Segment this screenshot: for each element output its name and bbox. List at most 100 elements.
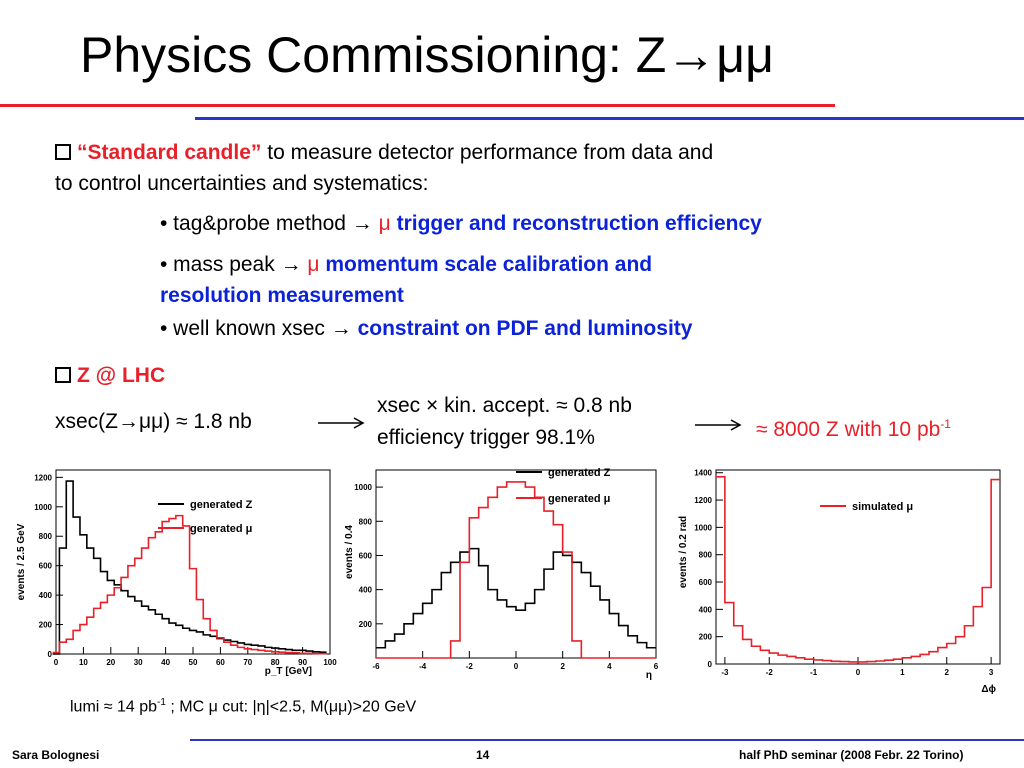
x-tick-label: -1 (810, 668, 818, 677)
legend-label: simulated μ (852, 501, 913, 513)
standard-candle-text-line2: to control uncertainties and systematics… (55, 172, 429, 195)
x-tick-label: 3 (989, 668, 994, 677)
x-tick-label: 6 (654, 662, 659, 671)
footer-author: Sara Bolognesi (12, 748, 100, 762)
x-tick-label: 80 (271, 658, 280, 667)
mc-cut-text: ; MC μ cut: |η|<2.5, M(μμ)>20 GeV (165, 698, 417, 716)
y-tick-label: 200 (39, 621, 53, 630)
x-axis-label: Δϕ (981, 684, 996, 695)
y-tick-label: 800 (359, 517, 373, 526)
y-axis-label: events / 0.4 (344, 525, 355, 579)
y-tick-label: 1000 (34, 503, 52, 512)
x-tick-label: 10 (79, 658, 88, 667)
x-tick-label: 60 (216, 658, 225, 667)
y-tick-label: 0 (48, 650, 53, 659)
lumi-sup: -1 (157, 697, 166, 708)
y-tick-label: 400 (359, 586, 373, 595)
lumi-note: lumi ≈ 14 pb-1 ; MC μ cut: |η|<2.5, M(μμ… (70, 697, 416, 716)
y-tick-label: 200 (359, 620, 373, 629)
sub-bullet-xsec: • well known xsec → constraint on PDF an… (160, 317, 692, 341)
footer-page-number: 14 (476, 748, 490, 762)
legend-label: generated μ (548, 493, 610, 505)
chart-dphi: 0 200 400 600 800 1000 1200 1400 -3 -2 -1 0 1 2 3 event… (678, 469, 1001, 695)
footer-rule (190, 739, 1024, 741)
tag-probe-highlight: trigger and reconstruction efficiency (396, 212, 762, 235)
checkbox-bullet-icon (55, 144, 71, 160)
mass-peak-mu: μ (307, 253, 320, 276)
x-tick-label: 30 (134, 658, 143, 667)
legend-label: generated Z (190, 499, 253, 511)
xsec-prefix: • well known xsec → (160, 317, 358, 340)
series-0-histogram (716, 476, 1000, 663)
acceptance-line2: efficiency trigger 98.1% (377, 426, 595, 449)
x-tick-label: 100 (323, 658, 337, 667)
y-tick-label: 600 (699, 578, 713, 587)
legend-label: generated μ (190, 523, 252, 535)
x-tick-label: -6 (372, 662, 380, 671)
plot-frame (715, 469, 1001, 665)
arrow-1-icon (318, 417, 365, 429)
tag-probe-prefix: • tag&probe method → (160, 212, 379, 235)
bullet-standard-candle: “Standard candle” to measure detector pe… (55, 141, 713, 165)
x-tick-label: 20 (106, 658, 115, 667)
y-axis-label: events / 0.2 rad (678, 516, 689, 588)
z-lhc-highlight: Z @ LHC (77, 364, 166, 387)
xsec-value: xsec(Z→μμ) ≈ 1.8 nb (55, 410, 252, 433)
chart-eta: 200 400 600 800 1000 -6 -4 -2 0 2 4 6 events / 0.4 η g… (344, 467, 659, 681)
standard-candle-text: to measure detector performance from dat… (267, 141, 714, 164)
y-tick-label: 1000 (354, 483, 372, 492)
y-tick-label: 800 (699, 551, 713, 560)
mass-peak-prefix: • mass peak → (160, 253, 308, 276)
x-tick-label: 2 (945, 668, 950, 677)
mass-peak-highlight: momentum scale calibration and (325, 253, 653, 276)
series-1-histogram (52, 514, 327, 655)
y-tick-label: 1200 (34, 473, 52, 482)
x-tick-label: 90 (298, 658, 307, 667)
x-tick-label: 50 (189, 658, 198, 667)
x-tick-label: 1 (900, 668, 905, 677)
x-tick-label: 2 (560, 662, 565, 671)
xsec-highlight: constraint on PDF and luminosity (357, 317, 693, 340)
x-tick-label: 0 (54, 658, 59, 667)
footer-event: half PhD seminar (2008 Febr. 22 Torino) (739, 748, 964, 762)
series-0-histogram (52, 480, 327, 655)
x-tick-label: 4 (607, 662, 612, 671)
acceptance-line1: xsec × kin. accept. ≈ 0.8 nb (377, 394, 632, 417)
checkbox-bullet-icon (55, 367, 71, 383)
x-tick-label: -4 (419, 662, 427, 671)
tag-probe-mu: μ (378, 212, 391, 235)
x-tick-label: -2 (466, 662, 474, 671)
y-tick-label: 600 (359, 551, 373, 560)
x-tick-label: 0 (856, 668, 861, 677)
sub-bullet-tag-probe: • tag&probe method → μ trigger and recon… (160, 212, 762, 236)
page-title: Physics Commissioning: Z→μμ (80, 27, 774, 83)
result-text: ≈ 8000 Z with 10 pb (756, 418, 941, 441)
title-rule-blue (195, 117, 1024, 120)
y-tick-label: 1400 (694, 469, 712, 478)
arrow-2-icon (695, 419, 742, 431)
x-tick-label: 0 (514, 662, 519, 671)
x-tick-label: -2 (766, 668, 774, 677)
y-tick-label: 400 (699, 605, 713, 614)
y-tick-label: 200 (699, 633, 713, 642)
x-tick-label: 40 (161, 658, 170, 667)
series-1-histogram (376, 481, 656, 659)
mass-peak-highlight-line2: resolution measurement (160, 284, 404, 307)
sub-bullet-mass-peak: • mass peak → μ momentum scale calibrati… (160, 253, 652, 277)
title-rule-red (0, 104, 835, 107)
y-tick-label: 0 (708, 660, 713, 669)
legend-label: generated Z (548, 467, 611, 479)
x-tick-label: -3 (721, 668, 729, 677)
x-axis-label: p_T [GeV] (265, 666, 312, 677)
result-sup: -1 (940, 417, 951, 431)
series-0-histogram (376, 547, 656, 649)
bullet-z-lhc: Z @ LHC (55, 364, 165, 388)
x-axis-label: η (646, 670, 652, 681)
y-tick-label: 1000 (694, 523, 712, 532)
y-tick-label: 400 (39, 591, 53, 600)
y-tick-label: 600 (39, 562, 53, 571)
chart-pt: 0 200 400 600 800 1000 1200 0 10 20 30 40 50 60 70 80 90… (16, 469, 337, 677)
plot-frame (55, 469, 331, 655)
y-tick-label: 1200 (694, 496, 712, 505)
x-tick-label: 70 (243, 658, 252, 667)
